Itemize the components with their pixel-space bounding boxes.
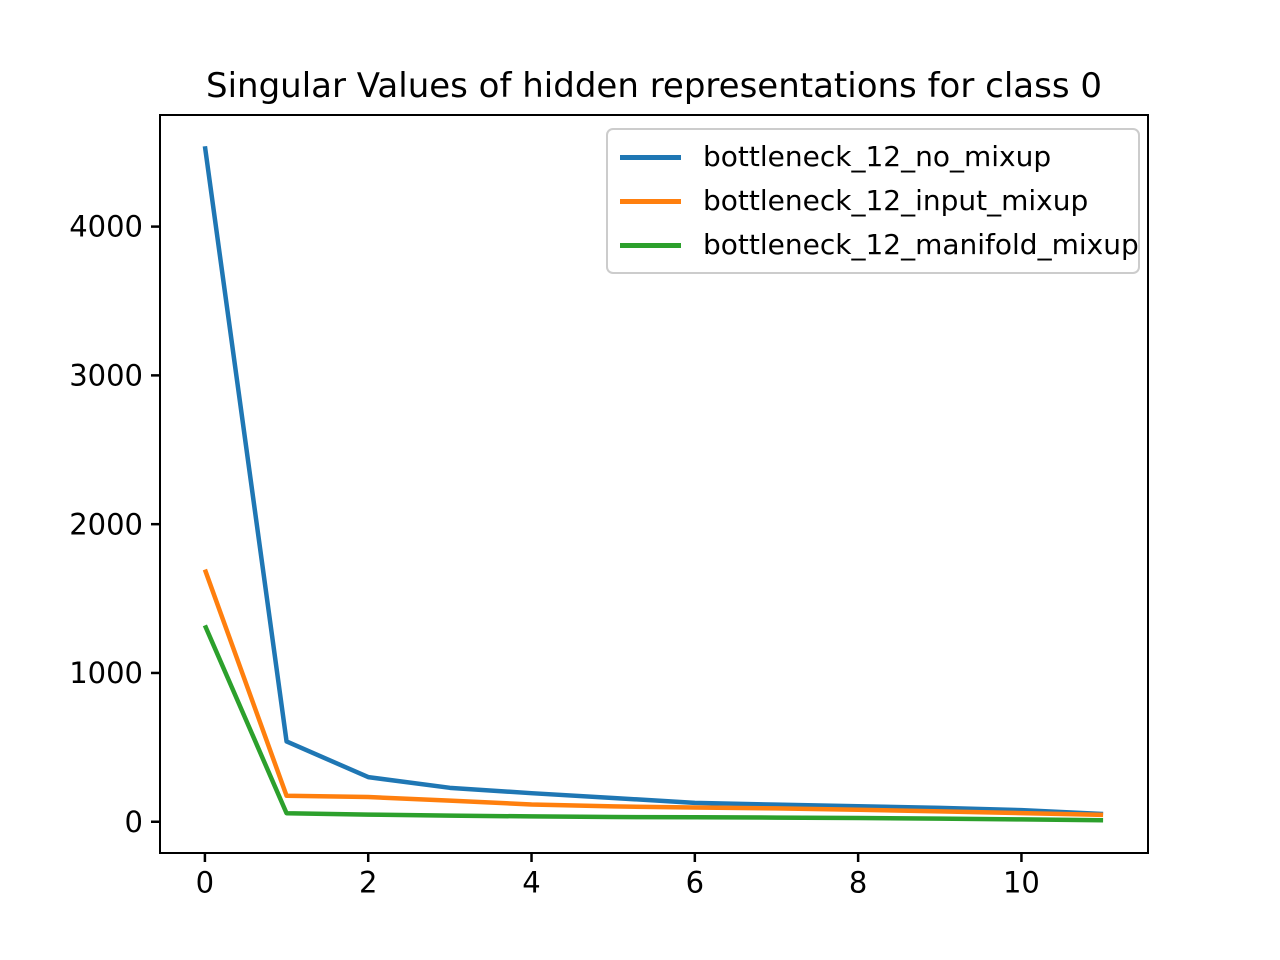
- legend-label-manifold-mixup: bottleneck_12_manifold_mixup: [703, 228, 1139, 261]
- y-tick-label: 4000: [69, 210, 143, 244]
- legend-item: bottleneck_12_no_mixup: [608, 135, 1138, 179]
- series-line-bottleneck_12_manifold_mixup: [202, 624, 1104, 823]
- y-tick-label: 2000: [69, 507, 143, 541]
- x-tick-label: 10: [1003, 866, 1040, 900]
- series-line-bottleneck_12_input_mixup: [202, 568, 1104, 818]
- chart-title: Singular Values of hidden representation…: [206, 66, 1102, 106]
- y-tick-label: 3000: [69, 359, 143, 393]
- axes-frame: [159, 114, 1149, 854]
- legend-line-swatch-no-mixup: [620, 154, 681, 160]
- legend-line-swatch-manifold-mixup: [620, 242, 681, 248]
- x-tick-label: 8: [849, 866, 867, 900]
- legend-label-no-mixup: bottleneck_12_no_mixup: [703, 140, 1052, 173]
- x-tick-label: 0: [196, 866, 214, 900]
- x-tick-label: 6: [686, 866, 704, 900]
- legend: bottleneck_12_no_mixup bottleneck_12_inp…: [606, 128, 1140, 274]
- legend-item: bottleneck_12_input_mixup: [608, 179, 1138, 223]
- series-line-bottleneck_12_no_mixup: [202, 145, 1104, 817]
- legend-line-swatch-input-mixup: [620, 198, 681, 204]
- legend-item: bottleneck_12_manifold_mixup: [608, 223, 1139, 267]
- x-tick-label: 4: [522, 866, 540, 900]
- legend-label-input-mixup: bottleneck_12_input_mixup: [703, 184, 1089, 217]
- y-tick-label: 1000: [69, 656, 143, 690]
- x-tick-label: 2: [359, 866, 377, 900]
- y-tick-label: 0: [125, 805, 143, 839]
